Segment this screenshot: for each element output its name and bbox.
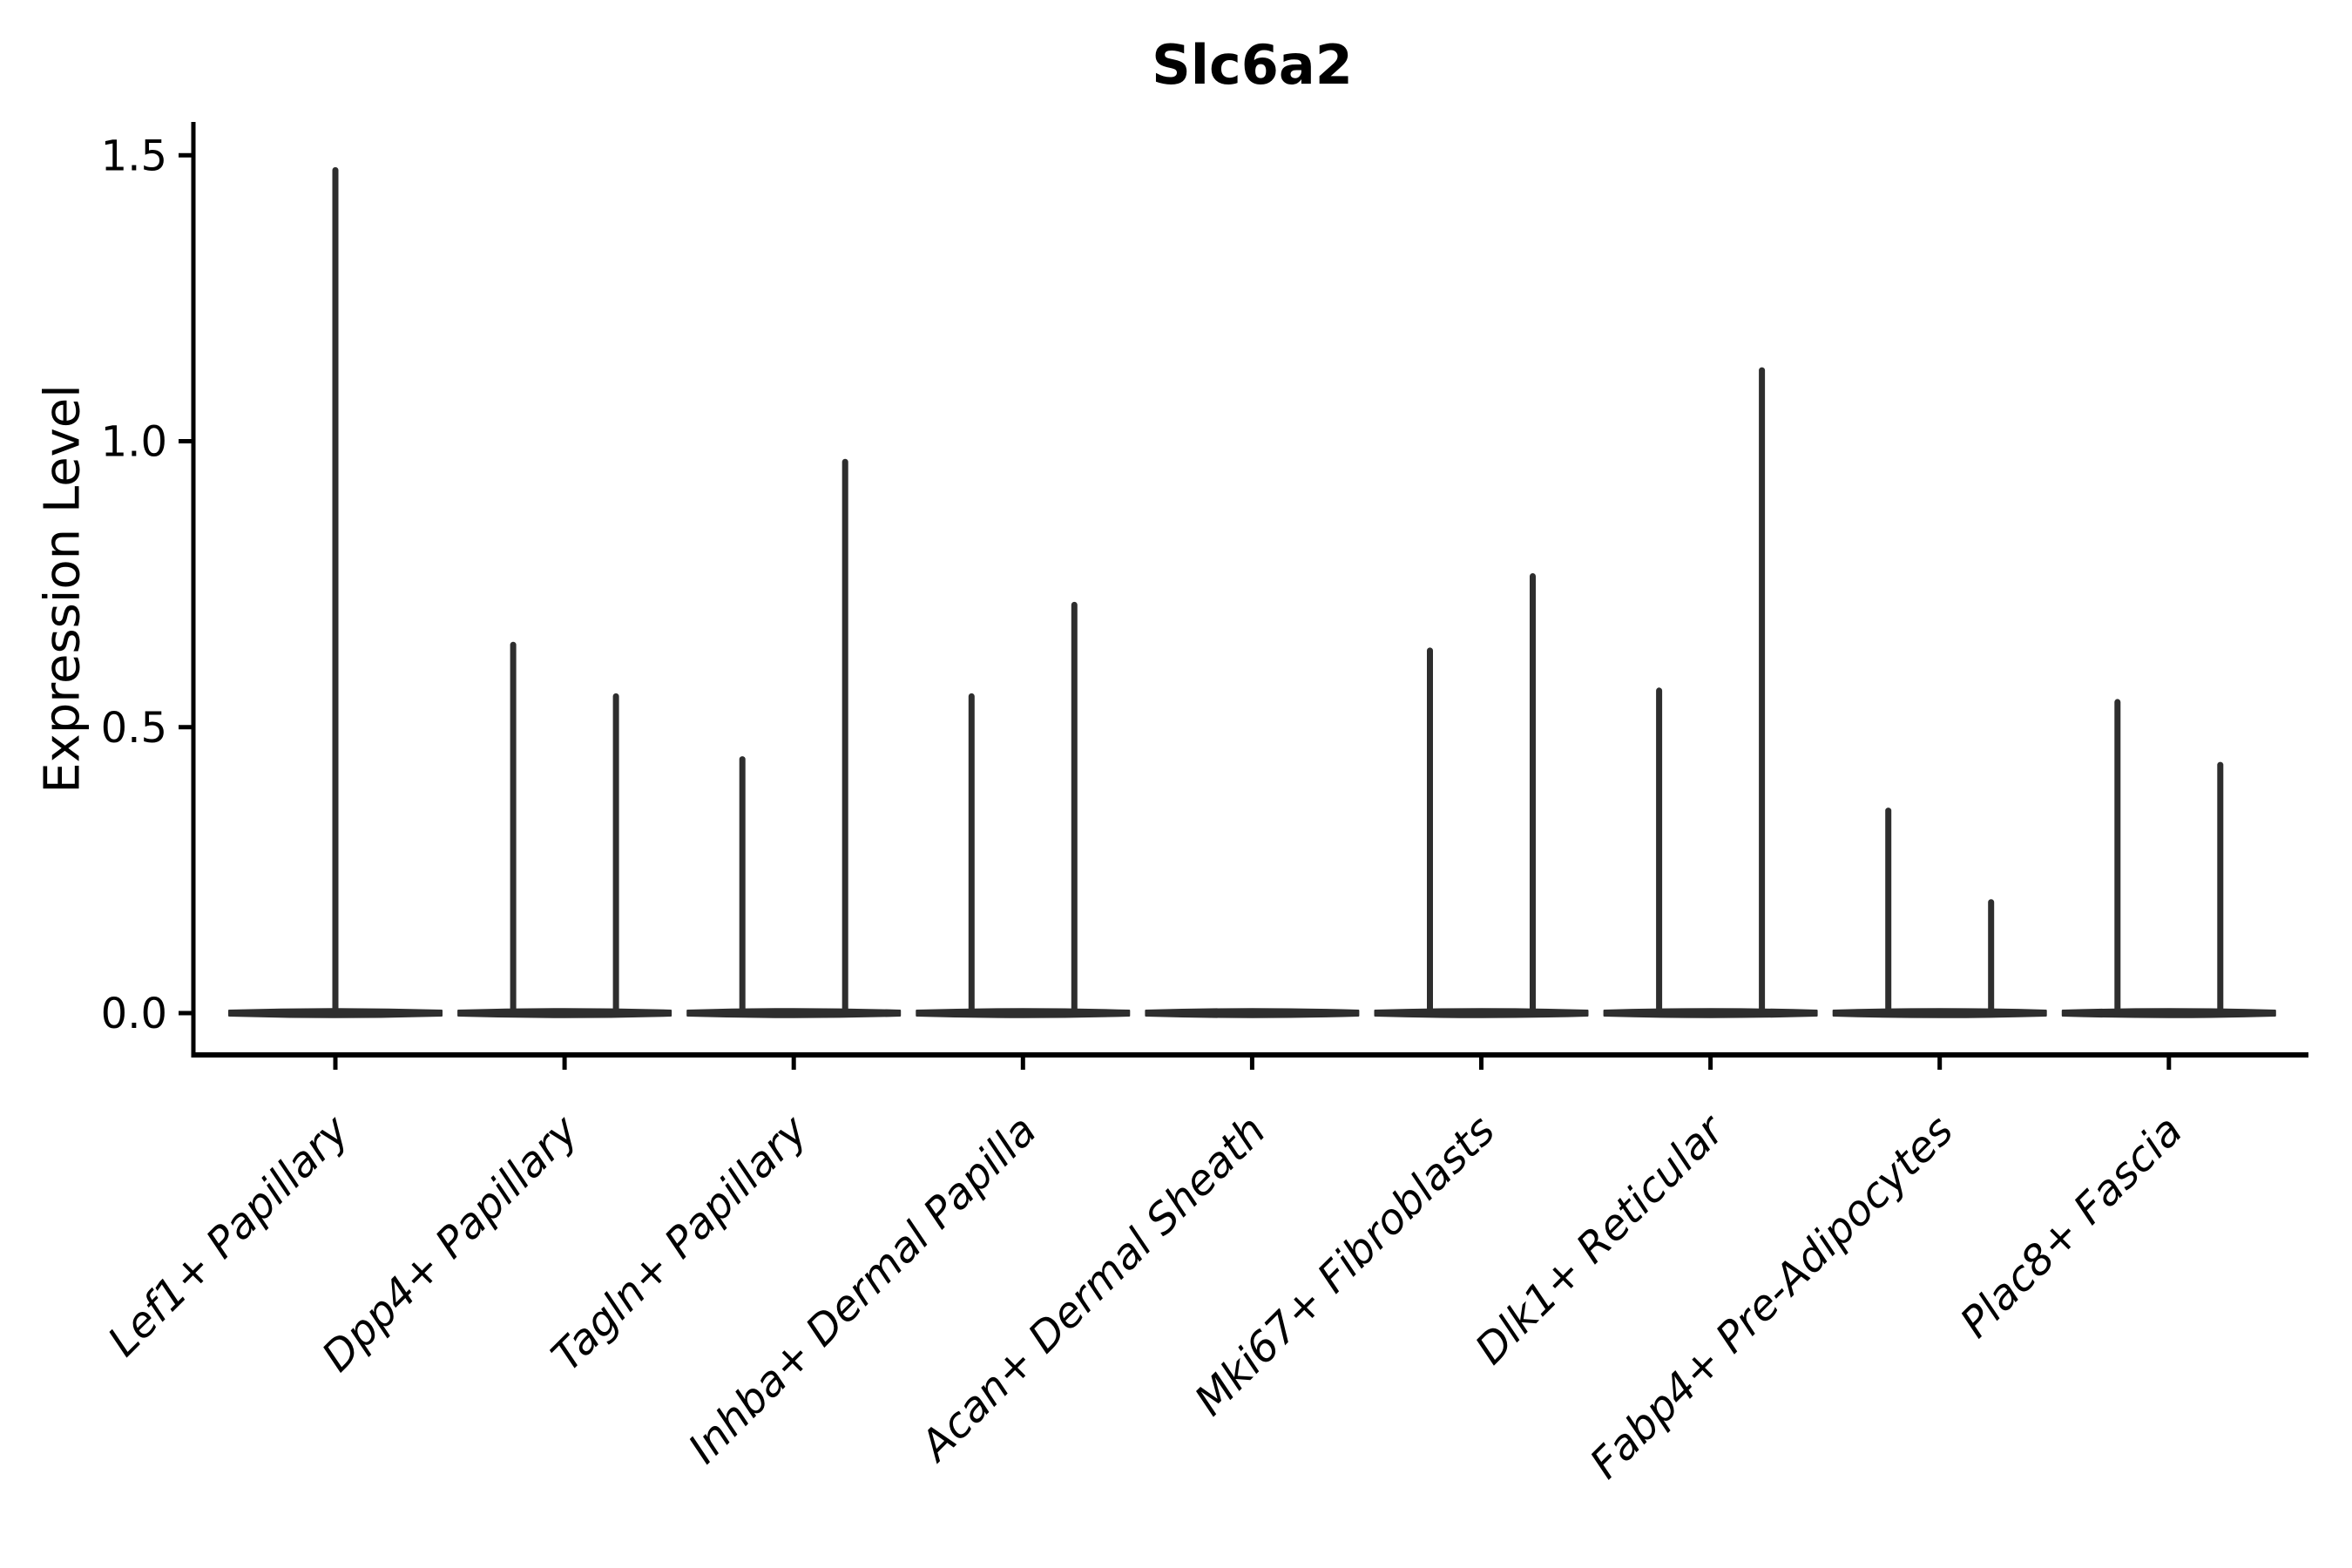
x-tick-label: Dpp4+ Papillary	[313, 1105, 588, 1381]
x-tick-label: Fabp4+ Pre-Adipocytes	[1581, 1106, 1963, 1489]
x-tick-label: Plac8+ Fascia	[1951, 1106, 2193, 1348]
y-axis-label: Expression Level	[34, 384, 91, 794]
x-tick-label: Tagln+ Papillary	[542, 1105, 817, 1381]
violin-baseline	[686, 1008, 902, 1018]
violin-baseline	[1145, 1008, 1360, 1018]
violin-baseline	[457, 1008, 672, 1018]
violin-baseline	[1832, 1008, 2047, 1018]
violin-baseline	[916, 1008, 1131, 1018]
x-tick-label: Dlk1+ Reticular	[1466, 1105, 1736, 1375]
x-tick-label: Lef1+ Papillary	[98, 1105, 359, 1366]
y-tick-label: 1.5	[101, 132, 167, 180]
violin-baseline	[1374, 1008, 1589, 1018]
violin-baseline	[1603, 1008, 1818, 1018]
y-tick-label: 0.5	[101, 704, 167, 753]
chart-title: Slc6a2	[1152, 33, 1353, 97]
y-tick-label: 1.0	[101, 418, 167, 467]
y-tick-label: 0.0	[101, 990, 167, 1038]
violin-baseline	[2061, 1008, 2276, 1018]
